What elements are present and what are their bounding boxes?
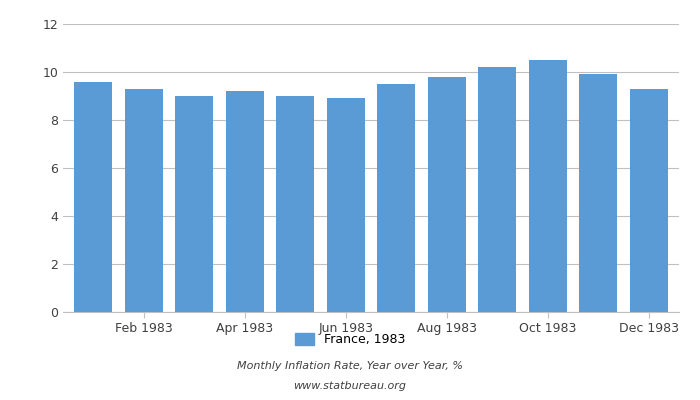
Bar — [276, 96, 314, 312]
Bar — [428, 77, 466, 312]
Text: Monthly Inflation Rate, Year over Year, %: Monthly Inflation Rate, Year over Year, … — [237, 361, 463, 371]
Bar — [580, 74, 617, 312]
Bar — [125, 89, 162, 312]
Bar — [327, 98, 365, 312]
Bar — [377, 84, 415, 312]
Bar — [630, 89, 668, 312]
Legend: France, 1983: France, 1983 — [290, 328, 410, 351]
Bar — [528, 60, 567, 312]
Bar — [478, 67, 516, 312]
Bar — [175, 96, 214, 312]
Bar — [74, 82, 112, 312]
Text: www.statbureau.org: www.statbureau.org — [293, 381, 407, 391]
Bar — [226, 91, 264, 312]
